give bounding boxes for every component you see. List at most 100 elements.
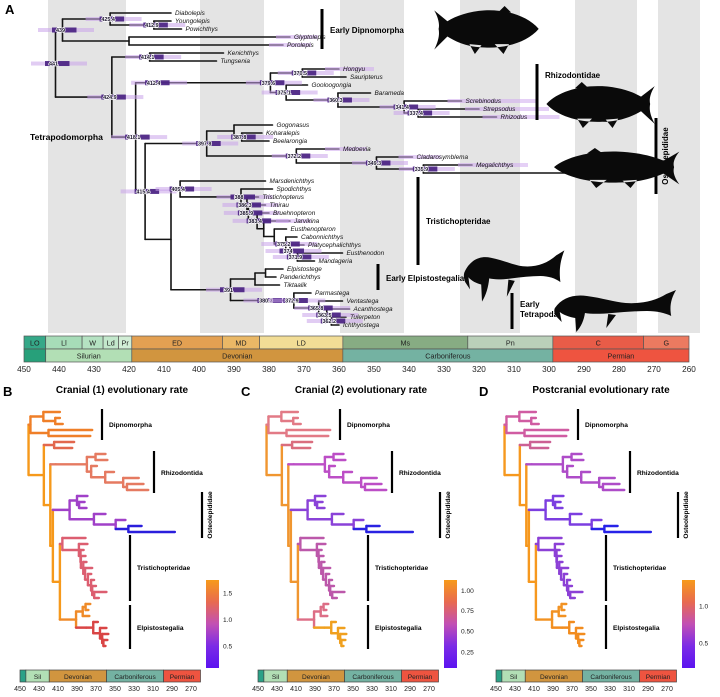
svg-text:290: 290 — [166, 686, 178, 693]
svg-text:362.2: 362.2 — [323, 319, 337, 325]
svg-text:Tiktaalik: Tiktaalik — [284, 282, 308, 289]
panel-b-label: B — [3, 384, 13, 399]
svg-text:Tristichopteridae: Tristichopteridae — [137, 565, 190, 572]
svg-text:Rhizodontida: Rhizodontida — [399, 470, 441, 477]
svg-text:Cabonnichthys: Cabonnichthys — [301, 234, 344, 241]
svg-text:W: W — [89, 339, 96, 348]
svg-text:Gooloogongia: Gooloogongia — [312, 82, 352, 89]
svg-text:386.3: 386.3 — [238, 203, 252, 209]
svg-text:374: 374 — [284, 249, 293, 255]
svg-text:Rhizodus: Rhizodus — [501, 114, 528, 121]
panel-a-phylogeny-svg: LO Ll W Ld Pr ED MD LD Ms Pn C G Silurian Devonian Car… — [17, 0, 700, 374]
svg-text:450: 450 — [17, 365, 31, 374]
svg-text:Ll: Ll — [61, 339, 67, 348]
svg-text:270: 270 — [647, 365, 661, 374]
svg-text:350: 350 — [367, 365, 381, 374]
svg-text:330: 330 — [437, 365, 451, 374]
svg-text:320: 320 — [472, 365, 486, 374]
svg-text:Barameda: Barameda — [375, 90, 405, 97]
svg-text:310: 310 — [147, 686, 159, 693]
svg-text:371.9: 371.9 — [289, 255, 303, 261]
svg-text:450: 450 — [252, 686, 264, 693]
svg-text:370: 370 — [328, 686, 340, 693]
svg-text:439: 439 — [56, 28, 65, 34]
elpistostegalian-silhouette — [463, 250, 565, 302]
svg-text:Pn: Pn — [506, 339, 515, 348]
svg-text:430: 430 — [271, 686, 283, 693]
svg-text:383.4: 383.4 — [248, 219, 262, 225]
svg-text:Devonian: Devonian — [302, 674, 330, 681]
panel-b-rate-tree-svg: Dipnomorpha Osteolepididae Rhizodontida Tri… — [14, 409, 232, 693]
svg-text:Tristichopteridae: Tristichopteridae — [426, 217, 491, 226]
svg-text:LO: LO — [30, 339, 40, 348]
svg-text:Osteolepididae: Osteolepididae — [661, 127, 670, 185]
svg-text:260: 260 — [682, 365, 696, 374]
svg-text:Pr: Pr — [122, 339, 130, 348]
panel-d-title: Postcranial evolutionary rate — [532, 385, 670, 396]
svg-text:270: 270 — [185, 686, 197, 693]
osteolepidid-fish-silhouette — [553, 148, 680, 188]
svg-text:MD: MD — [235, 339, 246, 348]
svg-text:415.4: 415.4 — [136, 189, 150, 195]
svg-text:379.6: 379.6 — [262, 81, 276, 87]
svg-text:Ichthyostega: Ichthyostega — [343, 322, 380, 329]
svg-text:391: 391 — [224, 288, 233, 294]
svg-text:Acanthostega: Acanthostega — [353, 306, 394, 313]
svg-text:Diabolepis: Diabolepis — [175, 10, 206, 17]
svg-text:Dipnomorpha: Dipnomorpha — [347, 422, 390, 429]
svg-text:Elpistostegalia: Elpistostegalia — [137, 625, 184, 632]
svg-text:Osteolepididae: Osteolepididae — [683, 491, 690, 539]
svg-text:412.9: 412.9 — [145, 23, 159, 29]
svg-text:420: 420 — [122, 365, 136, 374]
panel-d-rate-tree-svg: Dipnomorpha Osteolepididae Rhizodontida Tri… — [490, 409, 708, 693]
svg-text:Screbinodus: Screbinodus — [466, 98, 502, 105]
svg-text:Permian: Permian — [408, 674, 433, 681]
svg-text:Hongyu: Hongyu — [343, 66, 365, 73]
svg-text:Strepsodus: Strepsodus — [483, 106, 516, 113]
svg-text:Koharalepis: Koharalepis — [266, 130, 301, 137]
svg-text:390: 390 — [71, 686, 83, 693]
svg-text:380: 380 — [262, 365, 276, 374]
svg-text:Elpistostege: Elpistostege — [287, 266, 322, 273]
svg-text:300: 300 — [542, 365, 556, 374]
svg-text:370: 370 — [566, 686, 578, 693]
svg-text:280: 280 — [612, 365, 626, 374]
svg-text:Tinirau: Tinirau — [270, 202, 290, 209]
svg-text:370: 370 — [90, 686, 102, 693]
svg-text:Ld: Ld — [107, 339, 115, 348]
svg-text:Tristichopteridae: Tristichopteridae — [613, 565, 666, 572]
svg-text:330: 330 — [604, 686, 616, 693]
svg-text:410: 410 — [290, 686, 302, 693]
svg-text:0.25: 0.25 — [461, 649, 474, 656]
svg-text:350: 350 — [347, 686, 359, 693]
svg-text:450: 450 — [14, 686, 26, 693]
svg-text:350: 350 — [109, 686, 121, 693]
svg-text:405.4: 405.4 — [171, 187, 185, 193]
svg-text:370.5: 370.5 — [294, 71, 308, 77]
svg-text:414.1: 414.1 — [141, 55, 155, 61]
svg-text:1.5: 1.5 — [223, 591, 232, 598]
svg-text:430: 430 — [87, 365, 101, 374]
svg-text:330: 330 — [128, 686, 140, 693]
svg-text:Beelarongia: Beelarongia — [273, 138, 308, 145]
svg-text:Eusthenopteron: Eusthenopteron — [291, 226, 337, 233]
svg-text:Elpistostegalia: Elpistostegalia — [375, 625, 422, 632]
svg-text:1.0: 1.0 — [699, 604, 708, 611]
svg-text:Carboniferous: Carboniferous — [352, 674, 394, 681]
svg-text:Megalichthys: Megalichthys — [476, 162, 514, 169]
svg-text:Ms: Ms — [401, 339, 411, 348]
svg-text:Ventastega: Ventastega — [347, 298, 380, 305]
svg-text:Osteolepididae: Osteolepididae — [445, 491, 452, 539]
svg-text:Platycephalichthys: Platycephalichthys — [308, 242, 362, 249]
svg-text:441: 441 — [49, 62, 58, 68]
svg-text:390: 390 — [227, 365, 241, 374]
svg-text:340: 340 — [402, 365, 416, 374]
svg-text:Osteolepididae: Osteolepididae — [207, 491, 214, 539]
svg-text:412.4: 412.4 — [147, 81, 161, 87]
svg-text:Permian: Permian — [646, 674, 671, 681]
svg-text:Carboniferous: Carboniferous — [114, 674, 156, 681]
svg-text:Early Dipnomorpha: Early Dipnomorpha — [330, 26, 404, 35]
svg-text:418.1: 418.1 — [127, 135, 141, 141]
early-tetrapod-silhouette — [554, 290, 677, 332]
